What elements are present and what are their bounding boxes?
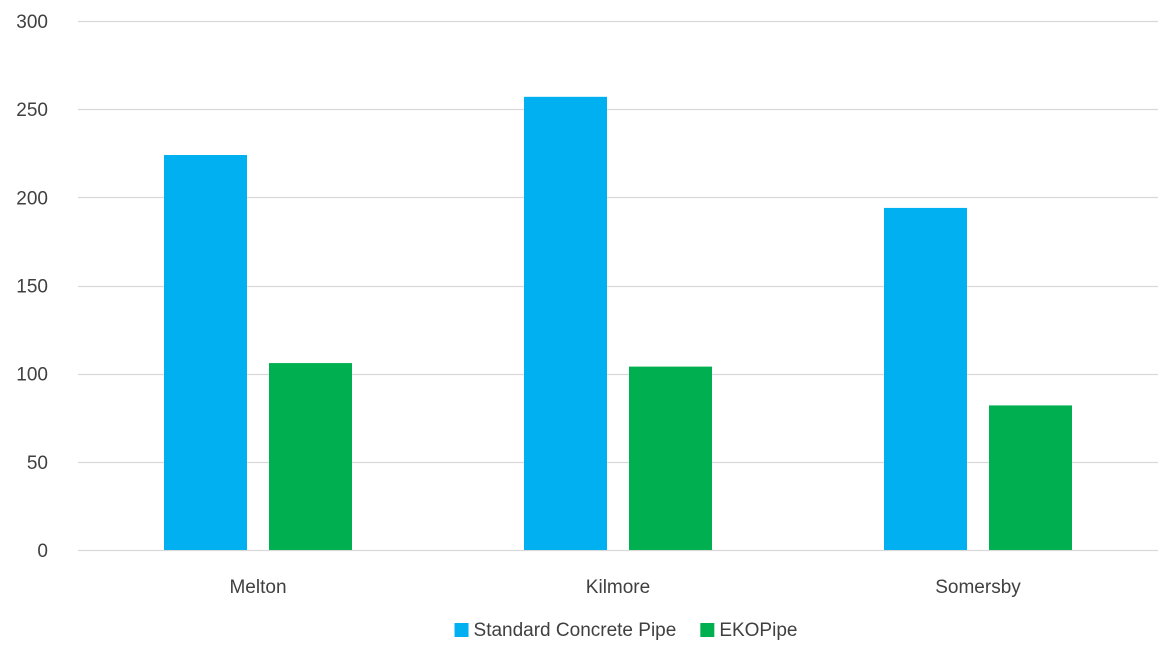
y-tick-label: 50 — [27, 453, 48, 474]
x-tick-label: Kilmore — [586, 577, 650, 598]
legend-label-1: EKOPipe — [719, 620, 797, 641]
x-axis-ticks: Melton Kilmore Somersby — [229, 577, 1021, 598]
bar-kilmore-series-0 — [524, 96, 607, 550]
gridlines — [78, 20, 1158, 552]
y-tick-label: 200 — [16, 188, 48, 209]
legend-label-0: Standard Concrete Pipe — [474, 620, 677, 641]
bar-melton-series-1 — [269, 363, 352, 550]
y-tick-label: 250 — [16, 100, 48, 121]
legend-swatch-0 — [454, 623, 469, 637]
bar-kilmore-series-1 — [629, 366, 712, 550]
y-tick-label: 300 — [16, 12, 48, 33]
y-tick-label: 150 — [16, 277, 48, 298]
y-axis-ticks: 0 50 100 150 200 250 300 — [16, 12, 48, 562]
y-tick-label: 0 — [37, 541, 48, 562]
bar-melton-series-0 — [164, 155, 247, 550]
legend: Standard Concrete Pipe EKOPipe — [454, 620, 797, 641]
x-tick-label: Melton — [229, 577, 286, 598]
y-tick-label: 100 — [16, 365, 48, 386]
bar-somersby-series-1 — [989, 405, 1072, 550]
legend-swatch-1 — [700, 623, 715, 637]
bars — [164, 96, 1072, 550]
x-tick-label: Somersby — [935, 577, 1021, 598]
bar-somersby-series-0 — [884, 207, 967, 550]
